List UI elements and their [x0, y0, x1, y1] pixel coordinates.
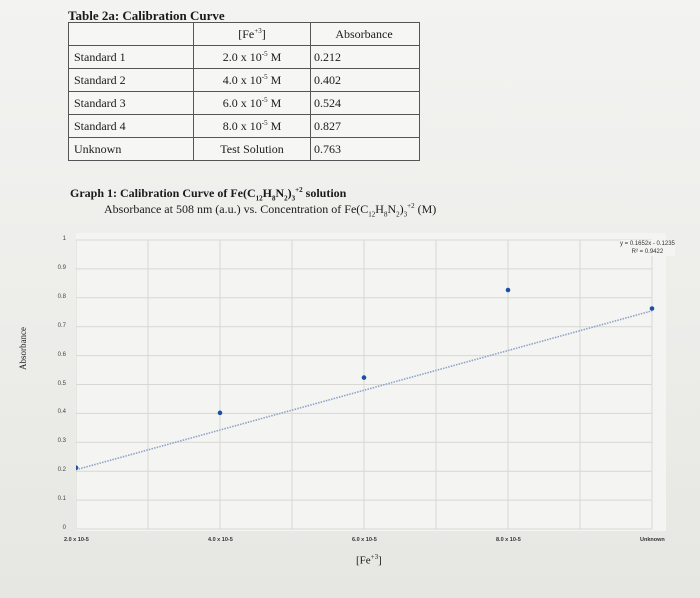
row-label: Unknown	[68, 137, 194, 161]
row-abs: 0.402	[310, 68, 420, 92]
row-label: Standard 4	[68, 114, 194, 138]
data-point	[361, 375, 367, 380]
row-abs: 0.763	[310, 137, 420, 161]
y-tick-label: 1	[62, 236, 66, 242]
x-tick-label: 2.0 x 10-5	[64, 537, 89, 543]
x-axis-label: [Fe+3]	[356, 553, 382, 567]
y-tick-label: 0.3	[57, 438, 66, 445]
data-point	[76, 465, 79, 471]
calibration-table: [Fe+3] Absorbance Standard 1 2.0 x 10-5 …	[68, 22, 420, 161]
x-tick-label: 4.0 x 10-5	[208, 537, 233, 543]
row-abs: 0.212	[310, 45, 420, 69]
trendline-r2-text: R² = 0.9422	[631, 249, 664, 255]
y-tick-label: 0.9	[57, 264, 66, 271]
header-cell-blank	[68, 22, 194, 46]
data-point	[217, 410, 223, 416]
row-label: Standard 1	[68, 45, 194, 69]
row-conc: 2.0 x 10-5 M	[193, 45, 311, 69]
row-abs: 0.827	[310, 114, 420, 138]
row-conc: Test Solution	[193, 137, 311, 161]
graph-title: Graph 1: Calibration Curve of Fe(C12H8N2…	[70, 186, 347, 203]
y-tick-label: 0.7	[57, 322, 66, 329]
graph-subtitle: Absorbance at 508 nm (a.u.) vs. Concentr…	[104, 202, 437, 219]
row-conc: 6.0 x 10-5 M	[193, 91, 311, 115]
table-row: Unknown Test Solution 0.763	[68, 137, 420, 161]
y-tick-label: 0.8	[57, 293, 66, 300]
y-tick-label: 0.1	[57, 496, 66, 503]
chart-plot-area	[76, 233, 666, 531]
y-tick-label: 0.6	[57, 351, 66, 358]
calibration-chart	[76, 239, 655, 530]
y-tick-label: 0	[62, 525, 66, 531]
y-tick-label: 0.5	[57, 380, 66, 387]
x-tick-label: Unknown	[640, 537, 665, 543]
header-cell-fe: [Fe+3]	[193, 22, 311, 46]
row-label: Standard 3	[68, 91, 194, 115]
x-tick-label: 6.0 x 10-5	[352, 537, 377, 543]
y-tick-label: 0.2	[57, 467, 66, 474]
table-row: Standard 3 6.0 x 10-5 M 0.524	[68, 91, 420, 115]
trendline	[76, 310, 653, 471]
x-tick-label: 8.0 x 10-5	[496, 537, 521, 543]
table-title: Table 2a: Calibration Curve	[68, 8, 225, 23]
table-row: Standard 4 8.0 x 10-5 M 0.827	[68, 114, 420, 138]
row-label: Standard 2	[68, 68, 194, 92]
row-conc: 8.0 x 10-5 M	[193, 114, 311, 138]
data-point	[505, 287, 511, 293]
table-row: Standard 1 2.0 x 10-5 M 0.212	[68, 45, 420, 69]
table-header-row: [Fe+3] Absorbance	[68, 22, 420, 46]
trendline-equation: y = 0.1652x - 0.1235 R² = 0.9422	[620, 240, 675, 256]
header-cell-absorbance: Absorbance	[310, 22, 420, 46]
y-axis-label: Absorbance	[18, 327, 28, 370]
row-conc: 4.0 x 10-5 M	[193, 68, 311, 92]
trendline-equation-text: y = 0.1652x - 0.1235	[620, 241, 675, 247]
data-point	[649, 306, 655, 311]
y-tick-label: 0.4	[57, 409, 66, 416]
row-abs: 0.524	[310, 91, 420, 115]
table-row: Standard 2 4.0 x 10-5 M 0.402	[68, 68, 420, 92]
